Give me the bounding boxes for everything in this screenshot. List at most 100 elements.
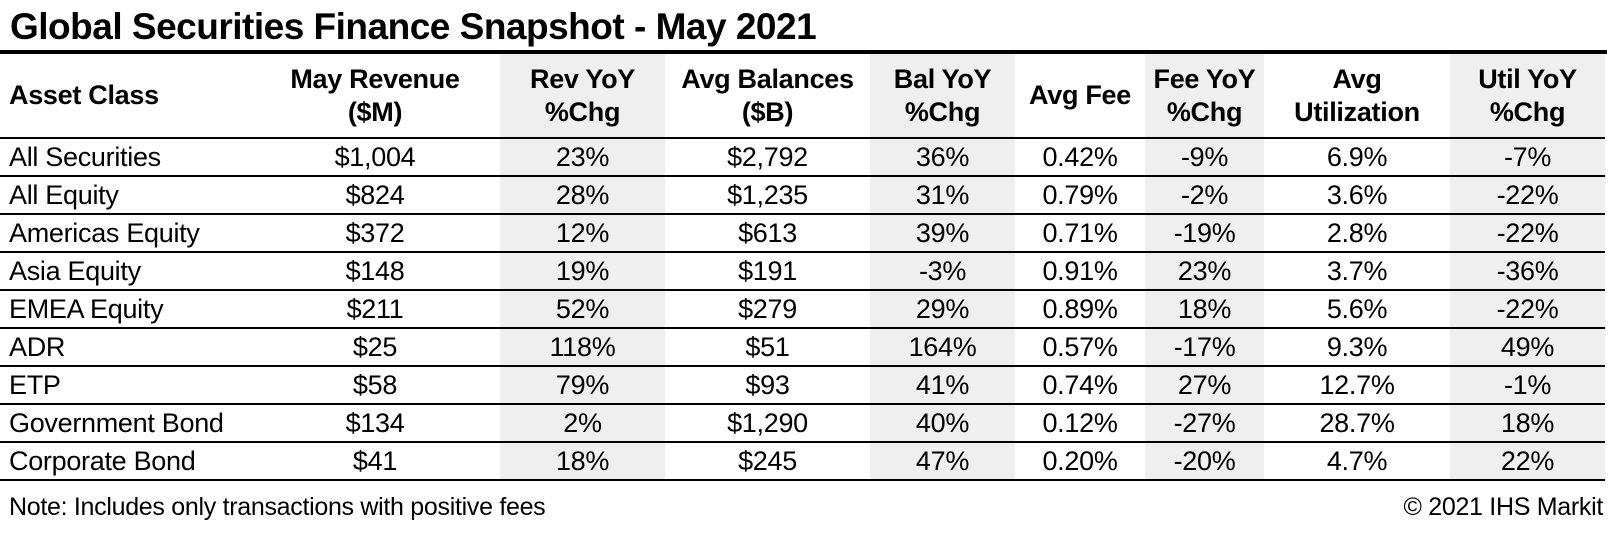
header-row: Asset Class May Revenue ($M) Rev YoY %Chg Avg… <box>0 54 1605 139</box>
table-row: ADR $25 118% $51 164% 0.57% -17% 9.3% 49% <box>0 328 1605 367</box>
column-header-rev-yoy: Rev YoY %Chg <box>500 54 665 139</box>
fee-yoy-cell: -17% <box>1145 328 1264 367</box>
rev-yoy-cell: 79% <box>500 366 665 405</box>
avg-utilization-cell: 3.6% <box>1264 176 1450 215</box>
column-header-bal-yoy: Bal YoY %Chg <box>870 54 1015 139</box>
util-yoy-cell: -22% <box>1450 176 1605 215</box>
column-header-line1: Avg Fee <box>1029 80 1131 110</box>
asset-class-cell: Corporate Bond <box>0 442 250 481</box>
fee-yoy-cell: -2% <box>1145 176 1264 215</box>
avg-utilization-cell: 5.6% <box>1264 290 1450 329</box>
rev-yoy-cell: 23% <box>500 138 665 177</box>
avg-balances-cell: $93 <box>665 366 870 405</box>
column-header-line2: Utilization <box>1294 96 1420 127</box>
column-header-line1: Fee YoY <box>1153 63 1256 94</box>
footer-note: Note: Includes only transactions with po… <box>9 493 546 521</box>
avg-fee-cell: 0.12% <box>1015 404 1145 443</box>
util-yoy-cell: -22% <box>1450 214 1605 253</box>
column-header-line1: Asset Class <box>9 80 159 110</box>
table-row: All Securities $1,004 23% $2,792 36% 0.42% -9%… <box>0 138 1605 177</box>
column-header-line2: ($B) <box>741 96 794 127</box>
title-bar: Global Securities Finance Snapshot - May… <box>0 0 1607 54</box>
column-header-line2: ($M) <box>347 96 403 127</box>
bal-yoy-cell: 164% <box>870 328 1015 367</box>
avg-fee-cell: 0.79% <box>1015 176 1145 215</box>
asset-class-cell: All Equity <box>0 176 250 215</box>
avg-balances-cell: $1,290 <box>665 404 870 443</box>
column-header-line1: Util YoY <box>1478 63 1577 94</box>
table-row: EMEA Equity $211 52% $279 29% 0.89% 18% 5.6% -22… <box>0 290 1605 329</box>
avg-fee-cell: 0.42% <box>1015 138 1145 177</box>
avg-balances-cell: $613 <box>665 214 870 253</box>
avg-fee-cell: 0.89% <box>1015 290 1145 329</box>
table-row: ETP $58 79% $93 41% 0.74% 27% 12.7% -1% <box>0 366 1605 405</box>
util-yoy-cell: -22% <box>1450 290 1605 329</box>
rev-yoy-cell: 2% <box>500 404 665 443</box>
rev-yoy-cell: 19% <box>500 252 665 291</box>
table-header: Asset Class May Revenue ($M) Rev YoY %Chg Avg… <box>0 54 1605 139</box>
avg-fee-cell: 0.91% <box>1015 252 1145 291</box>
bal-yoy-cell: 41% <box>870 366 1015 405</box>
column-header-fee-yoy: Fee YoY %Chg <box>1145 54 1264 139</box>
column-header-line1: Rev YoY <box>530 63 635 94</box>
asset-class-cell: Americas Equity <box>0 214 250 253</box>
column-header-util-yoy: Util YoY %Chg <box>1450 54 1605 139</box>
column-header-avg-fee: Avg Fee <box>1015 54 1145 139</box>
fee-yoy-cell: -19% <box>1145 214 1264 253</box>
rev-yoy-cell: 12% <box>500 214 665 253</box>
avg-fee-cell: 0.57% <box>1015 328 1145 367</box>
fee-yoy-cell: 23% <box>1145 252 1264 291</box>
fee-yoy-cell: -27% <box>1145 404 1264 443</box>
bal-yoy-cell: 39% <box>870 214 1015 253</box>
fee-yoy-cell: -20% <box>1145 442 1264 481</box>
footer: Note: Includes only transactions with po… <box>0 481 1605 522</box>
avg-fee-cell: 0.20% <box>1015 442 1145 481</box>
bal-yoy-cell: 36% <box>870 138 1015 177</box>
avg-utilization-cell: 4.7% <box>1264 442 1450 481</box>
may-revenue-cell: $58 <box>250 366 500 405</box>
copyright: © 2021 IHS Markit <box>1403 493 1603 521</box>
table-row: Government Bond $134 2% $1,290 40% 0.12% -27% 2… <box>0 404 1605 443</box>
may-revenue-cell: $41 <box>250 442 500 481</box>
may-revenue-cell: $1,004 <box>250 138 500 177</box>
avg-fee-cell: 0.74% <box>1015 366 1145 405</box>
util-yoy-cell: 49% <box>1450 328 1605 367</box>
column-header-line2: %Chg <box>1489 96 1566 127</box>
table-row: Corporate Bond $41 18% $245 47% 0.20% -20% 4.7%… <box>0 442 1605 481</box>
may-revenue-cell: $824 <box>250 176 500 215</box>
avg-utilization-cell: 2.8% <box>1264 214 1450 253</box>
avg-balances-cell: $279 <box>665 290 870 329</box>
fee-yoy-cell: 18% <box>1145 290 1264 329</box>
asset-class-cell: Asia Equity <box>0 252 250 291</box>
asset-class-cell: EMEA Equity <box>0 290 250 329</box>
column-header-line1: Avg <box>1332 63 1382 94</box>
may-revenue-cell: $25 <box>250 328 500 367</box>
column-header-avg-utilization: Avg Utilization <box>1264 54 1450 139</box>
bal-yoy-cell: 40% <box>870 404 1015 443</box>
column-header-line2: %Chg <box>904 96 981 127</box>
avg-balances-cell: $1,235 <box>665 176 870 215</box>
bal-yoy-cell: 47% <box>870 442 1015 481</box>
rev-yoy-cell: 52% <box>500 290 665 329</box>
may-revenue-cell: $372 <box>250 214 500 253</box>
asset-class-cell: ETP <box>0 366 250 405</box>
avg-utilization-cell: 6.9% <box>1264 138 1450 177</box>
avg-utilization-cell: 28.7% <box>1264 404 1450 443</box>
column-header-asset-class: Asset Class <box>0 54 250 139</box>
may-revenue-cell: $134 <box>250 404 500 443</box>
column-header-line2: %Chg <box>544 96 621 127</box>
bal-yoy-cell: 31% <box>870 176 1015 215</box>
util-yoy-cell: -36% <box>1450 252 1605 291</box>
may-revenue-cell: $148 <box>250 252 500 291</box>
securities-finance-table: Asset Class May Revenue ($M) Rev YoY %Chg Avg… <box>0 54 1605 481</box>
rev-yoy-cell: 118% <box>500 328 665 367</box>
table-row: Asia Equity $148 19% $191 -3% 0.91% 23% 3.7% -36… <box>0 252 1605 291</box>
avg-utilization-cell: 12.7% <box>1264 366 1450 405</box>
column-header-line1: Bal YoY <box>893 63 992 94</box>
rev-yoy-cell: 28% <box>500 176 665 215</box>
column-header-line1: Avg Balances <box>681 63 854 94</box>
avg-balances-cell: $2,792 <box>665 138 870 177</box>
avg-utilization-cell: 9.3% <box>1264 328 1450 367</box>
util-yoy-cell: 22% <box>1450 442 1605 481</box>
